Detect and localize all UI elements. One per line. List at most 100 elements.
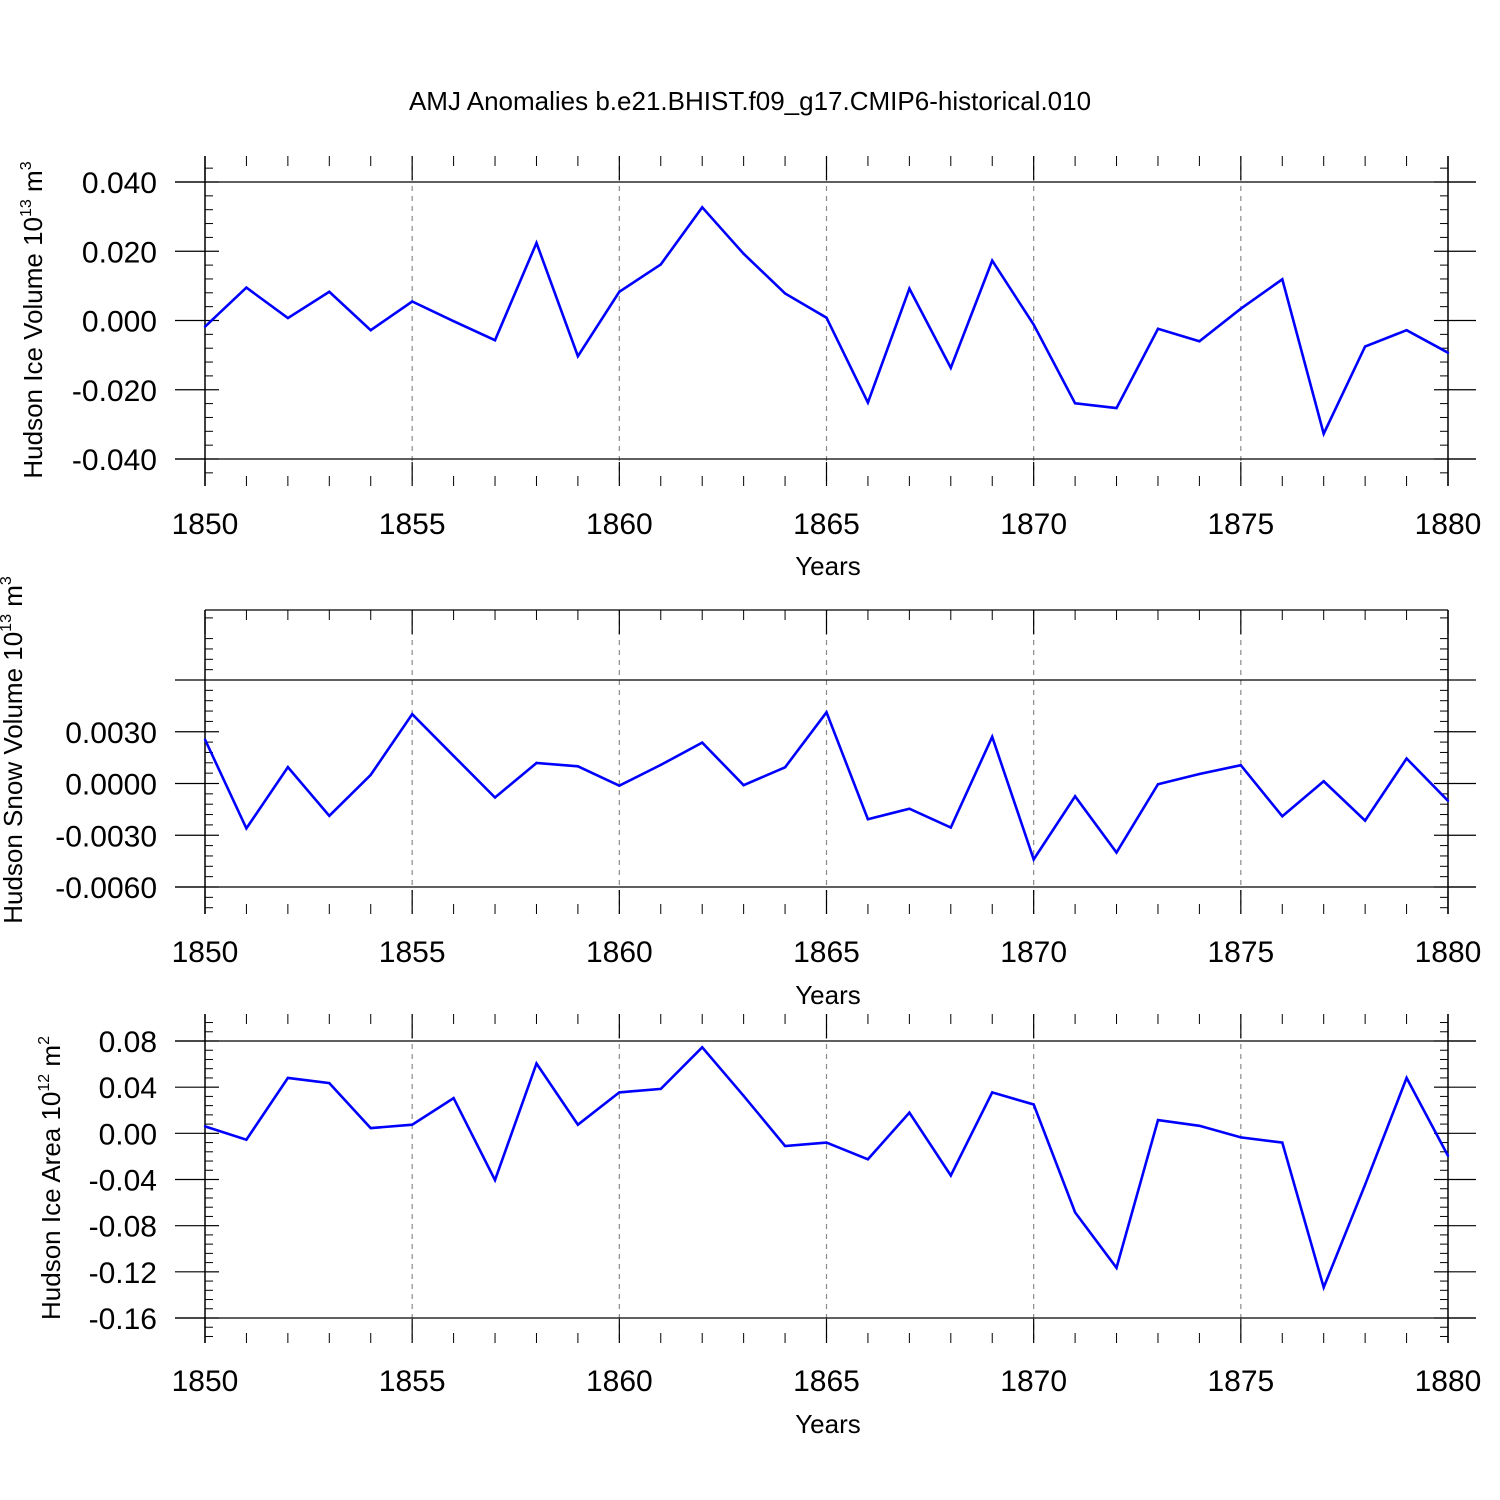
data-point-ice-area-1857	[493, 1178, 497, 1182]
xtick-label-1870: 1870	[1000, 936, 1067, 969]
data-point-ice-area-1865	[825, 1141, 828, 1144]
xtick-label-1860: 1860	[586, 1365, 653, 1398]
data-point-snow-volume-1852	[286, 765, 290, 769]
data-point-snow-volume-1853	[328, 814, 331, 817]
data-point-ice-volume-1856	[452, 319, 455, 323]
data-point-snow-volume-1872	[1115, 851, 1118, 854]
data-point-snow-volume-1871	[1073, 795, 1077, 798]
xlabel-ice-volume: Years	[795, 551, 861, 581]
data-point-ice-volume-1869	[991, 259, 994, 262]
data-point-ice-volume-1873	[1156, 327, 1160, 331]
data-point-snow-volume-1875	[1239, 764, 1243, 767]
xtick-label-1880: 1880	[1415, 1365, 1482, 1398]
xtick-label-1880: 1880	[1415, 508, 1482, 541]
data-point-snow-volume-1851	[245, 827, 248, 830]
data-point-snow-volume-1868	[949, 826, 952, 829]
data-point-ice-area-1873	[1156, 1118, 1160, 1122]
data-point-ice-volume-1870	[1032, 323, 1035, 326]
data-point-ice-volume-1880	[1446, 351, 1450, 354]
data-point-ice-volume-1872	[1115, 406, 1118, 410]
data-point-ice-volume-1857	[493, 339, 497, 342]
data-point-ice-volume-1868	[949, 366, 952, 370]
data-point-ice-volume-1860	[618, 290, 621, 293]
ytick-label: -0.020	[72, 375, 157, 408]
data-point-ice-volume-1852	[286, 316, 290, 320]
data-point-ice-area-1877	[1322, 1286, 1325, 1289]
xtick-label-1850: 1850	[172, 508, 239, 541]
data-point-snow-volume-1870	[1032, 858, 1035, 861]
ytick-label: 0.04	[99, 1072, 157, 1105]
data-point-ice-volume-1850	[203, 325, 207, 328]
data-point-snow-volume-1857	[493, 796, 497, 799]
data-point-snow-volume-1869	[991, 735, 994, 738]
data-point-ice-area-1862	[701, 1046, 704, 1049]
data-point-ice-volume-1878	[1363, 345, 1367, 348]
data-point-snow-volume-1859	[576, 765, 580, 768]
data-point-snow-volume-1879	[1405, 757, 1408, 760]
data-point-snow-volume-1855	[410, 712, 414, 716]
data-point-ice-volume-1871	[1073, 402, 1077, 405]
data-point-ice-area-1856	[452, 1096, 455, 1100]
data-point-ice-area-1870	[1032, 1103, 1035, 1106]
data-point-ice-area-1851	[245, 1138, 248, 1141]
data-point-snow-volume-1878	[1363, 819, 1367, 822]
xtick-label-1855: 1855	[379, 1365, 446, 1398]
data-point-ice-volume-1867	[908, 287, 911, 290]
data-point-ice-area-1872	[1115, 1266, 1118, 1269]
xtick-label-1850: 1850	[172, 936, 239, 969]
chart-title: AMJ Anomalies b.e21.BHIST.f09_g17.CMIP6-…	[409, 86, 1091, 116]
xtick-label-1865: 1865	[793, 1365, 860, 1398]
data-point-ice-volume-1854	[369, 328, 372, 332]
data-point-snow-volume-1861	[659, 763, 662, 767]
data-point-snow-volume-1862	[701, 741, 704, 744]
ytick-label: 0.020	[82, 236, 157, 269]
xtick-label-1855: 1855	[379, 936, 446, 969]
data-point-ice-volume-1875	[1239, 307, 1243, 310]
xtick-label-1865: 1865	[793, 508, 860, 541]
data-point-ice-volume-1863	[742, 252, 745, 255]
data-point-snow-volume-1874	[1198, 772, 1201, 776]
ytick-label: 0.040	[82, 167, 157, 200]
data-point-ice-volume-1877	[1322, 432, 1325, 435]
xlabel-ice-area: Years	[795, 1409, 861, 1439]
data-point-ice-area-1863	[742, 1094, 745, 1098]
data-point-ice-area-1874	[1198, 1124, 1201, 1128]
data-point-ice-area-1864	[783, 1144, 787, 1148]
ytick-label: 0.08	[99, 1026, 157, 1059]
ytick-label: -0.0060	[55, 872, 157, 905]
xtick-label-1850: 1850	[172, 1365, 239, 1398]
data-point-ice-volume-1866	[866, 401, 870, 404]
data-point-ice-area-1861	[659, 1087, 662, 1091]
data-point-snow-volume-1877	[1322, 780, 1325, 783]
data-point-ice-area-1867	[908, 1111, 911, 1114]
ytick-label: 0.0030	[65, 717, 157, 750]
xtick-label-1870: 1870	[1000, 508, 1067, 541]
xtick-label-1860: 1860	[586, 508, 653, 541]
data-point-ice-volume-1876	[1281, 278, 1284, 281]
data-point-ice-volume-1862	[701, 206, 704, 209]
ytick-label: 0.000	[82, 306, 157, 339]
data-point-ice-volume-1861	[659, 263, 662, 266]
data-point-ice-area-1853	[328, 1081, 331, 1085]
ytick-label: -0.16	[89, 1303, 157, 1336]
data-point-snow-volume-1856	[452, 754, 455, 758]
data-point-snow-volume-1876	[1281, 815, 1284, 818]
ytick-label: -0.0030	[55, 820, 157, 853]
ylabel-ice-area: Hudson Ice Area 1012 m2	[36, 1036, 66, 1320]
data-point-ice-area-1878	[1363, 1183, 1367, 1186]
xtick-label-1875: 1875	[1207, 508, 1274, 541]
data-point-ice-area-1880	[1446, 1154, 1450, 1158]
xtick-label-1875: 1875	[1207, 1365, 1274, 1398]
plot-snow-volume: 1850 1855 1860 1865 1870 1875 1880 0.0030 0.0000…	[55, 609, 1481, 969]
xtick-label-1860: 1860	[586, 936, 653, 969]
ytick-label: -0.040	[72, 444, 157, 477]
data-point-ice-volume-1858	[535, 241, 538, 245]
data-point-ice-area-1858	[535, 1062, 538, 1065]
data-point-ice-area-1860	[618, 1091, 621, 1094]
data-point-ice-volume-1865	[825, 316, 828, 319]
data-point-ice-area-1868	[949, 1174, 952, 1177]
ytick-label: 0.00	[99, 1118, 157, 1151]
data-point-snow-volume-1854	[369, 773, 372, 777]
data-point-ice-area-1854	[369, 1126, 372, 1130]
